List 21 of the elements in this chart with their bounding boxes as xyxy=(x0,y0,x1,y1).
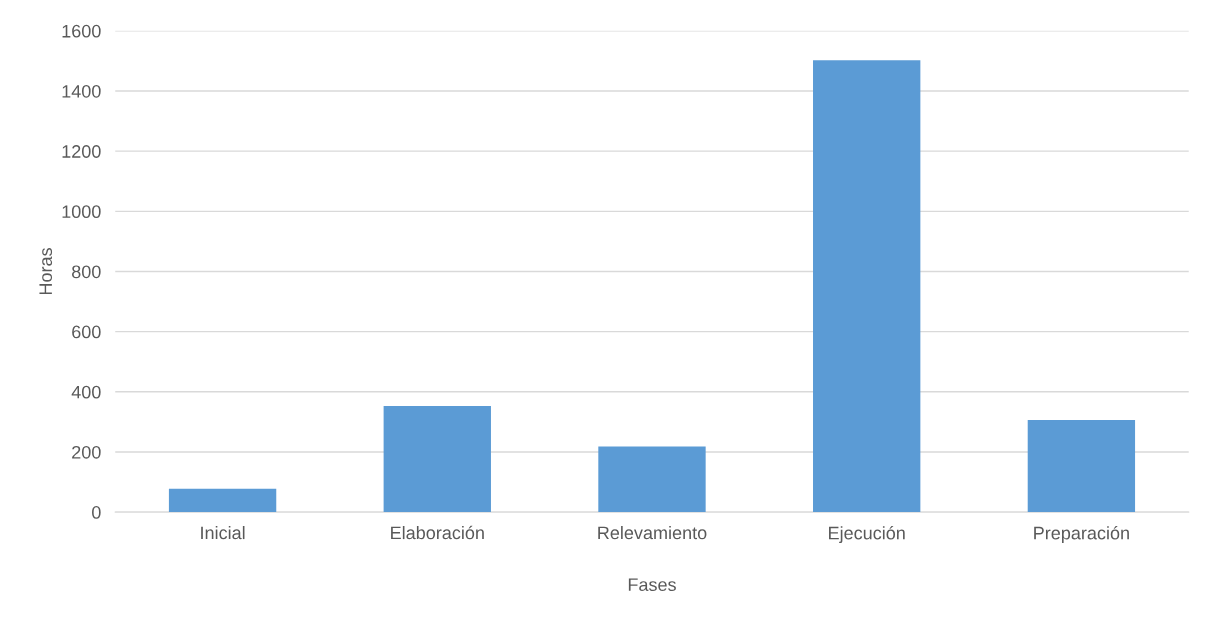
bar xyxy=(813,60,921,513)
x-axis-title: Fases xyxy=(628,578,676,592)
y-tick-label: 400 xyxy=(71,385,101,399)
bar xyxy=(1027,420,1136,513)
y-tick-label: 200 xyxy=(72,445,101,459)
y-tick-label: 1600 xyxy=(62,24,101,38)
x-tick-label: Ejecución xyxy=(829,526,905,544)
y-tick-label: 1000 xyxy=(62,205,101,219)
bar xyxy=(168,488,277,513)
y-tick-label: 0 xyxy=(92,506,101,519)
bar xyxy=(598,446,706,513)
y-tick-label: 600 xyxy=(72,325,101,339)
y-axis-title: Horas xyxy=(39,248,53,295)
y-tick-label: 1200 xyxy=(62,145,101,158)
x-tick-label: Inicial xyxy=(201,526,245,540)
bar xyxy=(383,405,491,513)
x-tick-label: Relevamiento xyxy=(598,526,707,540)
y-tick-label: 800 xyxy=(72,265,101,279)
y-tick-label: 1400 xyxy=(62,84,101,98)
x-tick-label: Elaboración xyxy=(391,525,484,540)
x-tick-label: Preparación xyxy=(1034,526,1129,544)
